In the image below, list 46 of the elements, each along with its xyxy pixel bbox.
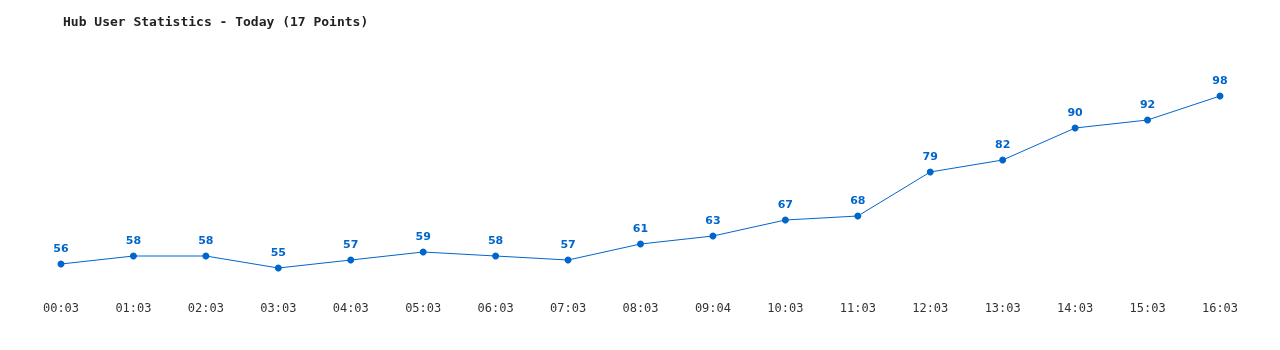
x-tick-label: 09:04 — [694, 301, 731, 315]
x-tick-label: 06:03 — [477, 301, 514, 315]
data-label: 61 — [632, 221, 649, 235]
data-label: 58 — [125, 233, 142, 247]
point — [781, 216, 789, 224]
x-tick-label: 08:03 — [622, 301, 659, 315]
x-tick-label: 04:03 — [332, 301, 369, 315]
data-label: 79 — [922, 149, 938, 163]
data-label: 56 — [53, 241, 69, 255]
x-tick-label: 14:03 — [1057, 301, 1094, 315]
data-label: 98 — [1212, 73, 1228, 87]
point — [926, 168, 934, 176]
x-tick-label: 13:03 — [984, 301, 1021, 315]
data-label: 57 — [343, 237, 359, 251]
point — [999, 156, 1007, 164]
x-tick-label: 10:03 — [767, 301, 804, 315]
x-tick-label: 00:03 — [42, 301, 80, 315]
point — [129, 252, 137, 260]
point — [637, 240, 644, 248]
point — [274, 264, 282, 272]
point — [347, 256, 355, 264]
point — [492, 252, 500, 260]
data-label: 58 — [198, 233, 214, 247]
data-label: 57 — [560, 237, 576, 251]
data-label: 63 — [705, 213, 721, 227]
x-tick-label: 07:03 — [550, 301, 587, 315]
x-tick-label: 01:03 — [115, 301, 152, 315]
data-label: 59 — [415, 229, 431, 243]
x-tick-label: 12:03 — [912, 301, 949, 315]
data-label: 68 — [850, 193, 866, 207]
data-label: 82 — [995, 137, 1011, 151]
data-label: 92 — [1139, 97, 1156, 111]
point — [854, 212, 862, 220]
data-label: 67 — [777, 197, 794, 211]
x-tick-label: 11:03 — [839, 301, 876, 315]
data-label: 58 — [487, 233, 504, 247]
point — [1144, 116, 1152, 124]
x-tick-label: 16:03 — [1201, 301, 1239, 315]
x-tick-label: 05:03 — [405, 301, 442, 315]
data-label: 90 — [1067, 105, 1084, 119]
point — [419, 248, 427, 256]
data-label: 55 — [270, 245, 286, 259]
x-tick-label: 03:03 — [260, 301, 297, 315]
x-tick-label: 15:03 — [1129, 301, 1166, 315]
chart-title: Hub User Statistics - Today (17 Points) — [63, 14, 369, 29]
x-tick-label: 02:03 — [187, 301, 224, 315]
